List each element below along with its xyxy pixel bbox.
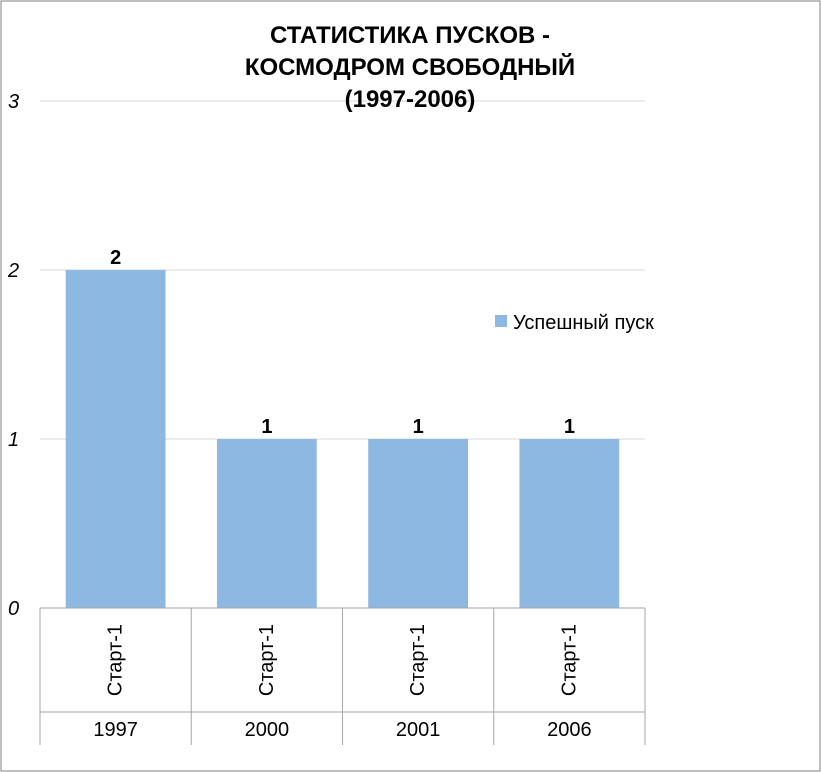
legend-swatch [495,315,507,327]
category-label: Старт-1 [105,624,127,696]
y-tick-label: 2 [7,260,19,282]
legend-label: Успешный пуск [513,312,654,334]
bar-2001 [368,439,469,608]
category-group-label: 2006 [547,719,592,741]
category-label: Старт-1 [407,624,429,696]
category-label: Старт-1 [256,624,278,696]
category-axis [39,607,646,745]
chart-title-line-1: СТАТИСТИКА ПУСКОВ - [270,22,550,49]
bar-1997 [65,270,166,608]
category-group-label: 2001 [396,719,441,741]
y-tick-label: 3 [8,91,19,113]
legend: Успешный пуск [495,312,654,334]
y-tick-label: 1 [8,429,19,451]
category-group-label: 1997 [93,719,138,741]
data-label: 2 [110,247,121,269]
bar-2000 [216,439,317,608]
category-group-label: 2000 [245,719,290,741]
chart-title-line-3: (1997-2006) [345,86,476,113]
data-label: 1 [261,416,272,438]
y-tick-label: 0 [8,598,19,620]
data-label: 1 [413,416,424,438]
labels: СТАТИСТИКА ПУСКОВ - КОСМОДРОМ СВОБОДНЫЙ … [7,22,592,741]
bars [65,270,620,608]
bar-2006 [519,439,620,608]
data-label: 1 [564,416,575,438]
chart-title-line-2: КОСМОДРОМ СВОБОДНЫЙ [245,53,575,81]
category-label: Старт-1 [558,624,580,696]
